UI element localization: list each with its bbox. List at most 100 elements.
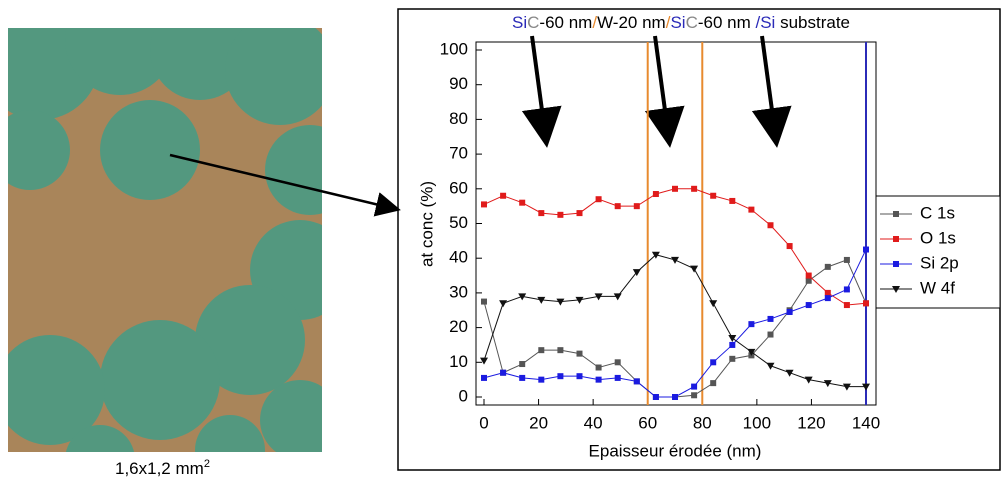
marker [804,376,813,384]
marker [805,272,812,279]
marker [632,269,641,277]
series-line [483,249,867,398]
marker [766,362,775,370]
marker [747,348,756,356]
legend-label: Si 2p [920,253,959,272]
marker [614,374,621,381]
marker [481,298,487,305]
y-tick-label: 10 [449,352,468,371]
marker [500,369,507,376]
marker [538,210,545,217]
marker [862,383,870,391]
marker [729,355,736,362]
x-tick-label: 80 [693,413,712,432]
marker [556,298,565,306]
marker [519,199,526,206]
y-tick-label: 40 [449,248,468,267]
x-tick-label: 140 [852,413,880,432]
marker [595,376,602,383]
x-tick-label: 0 [479,413,488,432]
marker [786,243,793,250]
marker [863,300,869,307]
y-tick-label: 60 [449,178,468,197]
marker [519,374,526,381]
marker [729,341,736,348]
legend-label: C 1s [920,203,955,222]
marker [710,192,717,199]
marker [748,321,755,328]
marker [710,380,717,387]
marker [575,296,584,304]
title-part: -60 nm [698,13,756,32]
caption-sup: 2 [204,458,210,470]
legend-label: O 1s [920,228,956,247]
marker [786,308,793,315]
marker [843,302,850,309]
series-line [483,188,867,306]
micrograph [8,28,322,452]
y-tick-label: 0 [459,386,468,405]
y-tick-label: 90 [449,74,468,93]
marker [480,357,488,365]
marker [481,374,487,381]
marker [576,350,583,357]
marker [633,378,640,385]
marker [652,394,659,400]
marker [595,196,602,203]
image-caption: 1,6x1,2 mm2 [115,458,210,479]
title-part: Si [512,13,527,32]
marker [594,293,603,301]
marker [842,383,851,391]
marker [824,295,831,302]
title-part: C [686,13,698,32]
y-axis-label: at conc (%) [417,181,436,267]
x-tick-label: 60 [638,413,657,432]
x-tick-label: 40 [584,413,603,432]
marker [690,265,699,273]
plot-frame [475,41,877,406]
marker [500,192,507,199]
marker [691,185,698,192]
marker [893,211,899,217]
marker [576,373,583,380]
marker [892,286,900,293]
marker [557,347,564,354]
title-part: / [592,13,597,32]
marker [691,383,698,390]
marker [613,293,622,301]
marker [691,392,698,399]
marker [710,359,717,366]
marker [537,296,546,304]
pointer-arrow [169,153,401,217]
title-part: /Si [756,13,776,32]
marker [729,197,736,204]
x-tick-label: 20 [529,413,548,432]
caption-text: 1,6x1,2 mm [115,459,204,478]
marker [748,206,755,213]
marker [785,369,794,377]
x-axis-label: Epaisseur érodée (nm) [589,441,762,460]
title-part: -60 nm [539,13,592,32]
marker [824,263,831,270]
marker [672,394,678,400]
legend-label: W 4f [920,278,955,297]
marker [893,236,899,242]
marker [481,201,487,208]
y-tick-label: 80 [449,109,468,128]
marker [633,203,640,210]
marker [651,251,660,259]
marker [824,289,831,296]
y-tick-label: 20 [449,317,468,336]
x-tick-label: 100 [743,413,771,432]
marker [614,203,621,210]
marker [767,331,774,338]
marker [843,286,850,293]
marker [518,293,527,301]
y-tick-label: 70 [449,144,468,163]
marker [595,364,602,371]
marker [843,256,850,263]
marker [519,361,526,368]
marker [652,191,659,198]
